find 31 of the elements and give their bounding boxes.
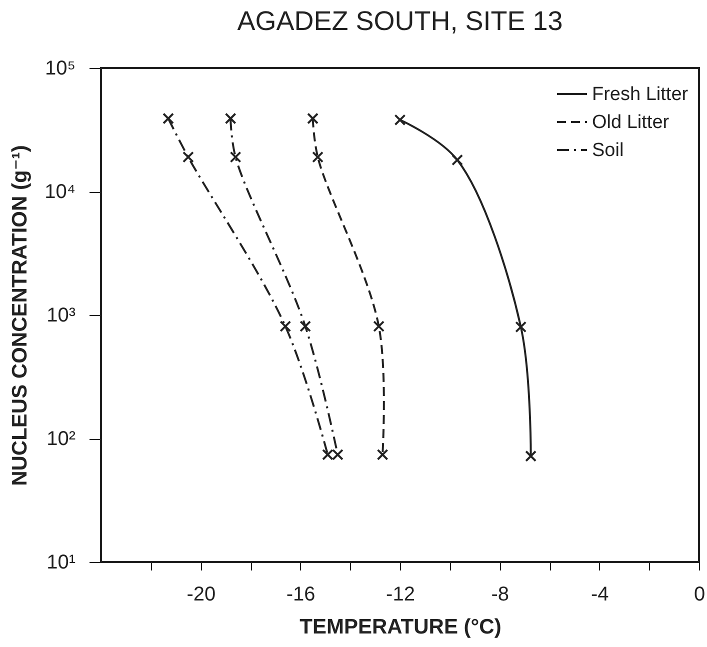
legend-label: Fresh Litter bbox=[592, 84, 689, 105]
point bbox=[312, 151, 324, 163]
point bbox=[300, 320, 312, 332]
y-tick-label: 10² bbox=[46, 428, 76, 450]
y-tick-label: 10⁴ bbox=[44, 181, 76, 203]
y-axis-title: NUCLEUS CONCENTRATION (g⁻¹) bbox=[8, 145, 32, 486]
point bbox=[224, 112, 236, 124]
point bbox=[376, 448, 388, 460]
point bbox=[394, 114, 406, 126]
point bbox=[515, 321, 527, 333]
point bbox=[182, 151, 194, 163]
point bbox=[373, 320, 385, 332]
x-tick-label: -8 bbox=[491, 584, 510, 606]
point bbox=[280, 320, 292, 332]
x-tick-label: -12 bbox=[386, 584, 415, 606]
x-tick-label: 0 bbox=[694, 584, 706, 606]
chart-title: AGADEZ SOUTH, SITE 13 bbox=[237, 6, 563, 36]
legend-label: Old Litter bbox=[592, 112, 670, 133]
x-tick-label: -4 bbox=[590, 584, 609, 606]
legend-label: Soil bbox=[592, 140, 624, 161]
point bbox=[525, 450, 537, 462]
y-tick-label: 10¹ bbox=[46, 552, 76, 574]
y-tick-label: 10³ bbox=[46, 304, 76, 326]
point bbox=[162, 112, 174, 124]
x-tick-label: -20 bbox=[186, 584, 216, 606]
point bbox=[230, 151, 242, 163]
x-axis-title: TEMPERATURE (°C) bbox=[300, 616, 502, 638]
x-tick-label: -16 bbox=[286, 584, 316, 606]
point bbox=[307, 112, 319, 124]
point bbox=[452, 154, 464, 166]
y-tick-label: 10⁵ bbox=[44, 58, 76, 80]
